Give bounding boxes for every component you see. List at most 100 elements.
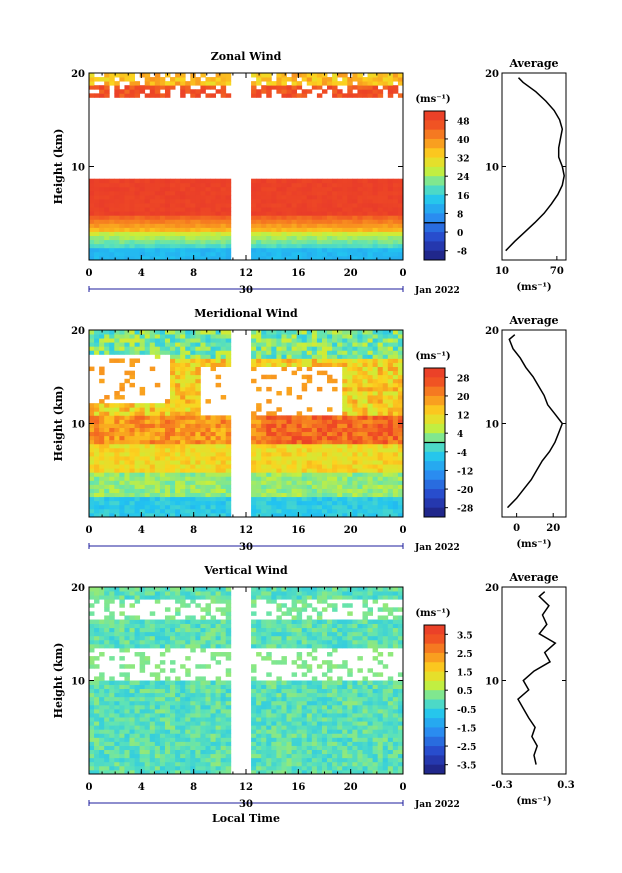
x-tick-label: 8 [190, 525, 197, 536]
colorbar-tick: 8 [457, 210, 463, 220]
x-tick-label: 20 [344, 525, 358, 536]
x-tick-label: 12 [239, 525, 253, 536]
profile-frame [501, 72, 567, 261]
date-suffix: Jan 2022 [414, 286, 460, 296]
colorbar-unit: (ms⁻¹) [415, 608, 450, 619]
profile-y-tick: 10 [485, 420, 499, 431]
colorbar-tick: 24 [457, 173, 470, 183]
x-tick-label: 8 [190, 782, 197, 793]
date-label: 30 [239, 542, 253, 553]
x-tick-label: 0 [86, 782, 93, 793]
x-tick-label: 4 [138, 782, 145, 793]
colorbar-tick: 0.5 [457, 687, 473, 697]
colorbar-tick: 3.5 [457, 631, 473, 641]
profile-line [505, 77, 565, 252]
colorbar-tick: -8 [457, 248, 467, 258]
colorbar-tick: 4 [457, 430, 463, 440]
profile-title: Average [508, 571, 558, 584]
x-tick-label: 0 [400, 268, 407, 279]
colorbar-tick: 28 [457, 374, 470, 384]
profile-frame [501, 329, 567, 518]
x-tick-label: 8 [190, 268, 197, 279]
profile-x-tick: 10 [495, 266, 509, 277]
x-tick-label: 0 [400, 525, 407, 536]
profile-title: Average [508, 57, 558, 70]
colorbar [424, 625, 445, 775]
colorbar-tick: -3.5 [457, 762, 476, 772]
panel-2: Meridional Wind 10 20 Height (km) 0 4 8 12 16 20 0… [52, 307, 567, 553]
profile-y-tick: 10 [485, 163, 499, 174]
x-tick-label: 20 [344, 268, 358, 279]
colorbar-tick: -12 [457, 467, 473, 477]
colorbar-unit: (ms⁻¹) [415, 94, 450, 105]
colorbar-tick: 20 [457, 393, 470, 403]
panel-title: Meridional Wind [194, 307, 298, 320]
colorbar-tick: 1.5 [457, 669, 473, 679]
x-tick-label: 0 [400, 782, 407, 793]
x-tick-label: 16 [291, 268, 305, 279]
y-tick-label: 10 [71, 677, 85, 688]
colorbar-unit: (ms⁻¹) [415, 351, 450, 362]
colorbar-tick: -28 [457, 505, 473, 515]
date-label: 30 [239, 799, 253, 810]
y-tick-label: 20 [71, 69, 85, 80]
panel-title: Vertical Wind [203, 564, 288, 577]
x-tick-label: 20 [344, 782, 358, 793]
profile-x-label: (ms⁻¹) [516, 796, 551, 807]
profile-y-tick: 20 [485, 583, 499, 594]
x-tick-label: 4 [138, 525, 145, 536]
profile-line [517, 591, 557, 765]
y-axis-label: Height (km) [52, 129, 65, 205]
x-tick-label: 12 [239, 268, 253, 279]
profile-x-tick: -0.3 [491, 780, 513, 791]
colorbar-tick: 32 [457, 155, 470, 165]
profile-title: Average [508, 314, 558, 327]
y-tick-label: 20 [71, 326, 85, 337]
y-tick-label: 10 [71, 163, 85, 174]
x-tick-label: 16 [291, 525, 305, 536]
profile-x-label: (ms⁻¹) [516, 282, 551, 293]
heatmap-cells [89, 73, 404, 261]
profile-frame [501, 586, 567, 775]
profile-y-tick: 10 [485, 677, 499, 688]
date-suffix: Jan 2022 [414, 543, 460, 553]
profile-x-tick: 0.3 [557, 780, 574, 791]
colorbar-tick: 16 [457, 192, 470, 202]
profile-x-label: (ms⁻¹) [516, 539, 551, 550]
profile-y-tick: 20 [485, 69, 499, 80]
panel-3: Vertical Wind 10 20 Height (km) 0 4 8 12 16 20 0 30… [52, 564, 575, 825]
colorbar-tick: -0.5 [457, 706, 476, 716]
colorbar-tick: 40 [457, 136, 470, 146]
date-label: 30 [239, 285, 253, 296]
colorbar-tick: 48 [457, 117, 470, 127]
colorbar-tick: -2.5 [457, 743, 476, 753]
colorbar-tick: -4 [457, 449, 467, 459]
profile-y-tick: 20 [485, 326, 499, 337]
x-axis-label: Local Time [212, 812, 280, 825]
profile-x-tick: 0 [513, 523, 520, 534]
colorbar [424, 111, 445, 261]
date-suffix: Jan 2022 [414, 800, 460, 810]
y-axis-label: Height (km) [52, 386, 65, 462]
profile-x-tick: 20 [546, 523, 560, 534]
colorbar-tick: 12 [457, 412, 470, 422]
colorbar-tick: 0 [457, 229, 463, 239]
colorbar-tick: 2.5 [457, 650, 473, 660]
colorbar-tick: -1.5 [457, 724, 476, 734]
colorbar [424, 368, 445, 518]
heatmap-cells [89, 330, 404, 518]
x-tick-label: 4 [138, 268, 145, 279]
x-tick-label: 0 [86, 525, 93, 536]
profile-x-tick: 70 [550, 266, 564, 277]
x-tick-label: 12 [239, 782, 253, 793]
heatmap-cells [89, 587, 404, 775]
panel-title: Zonal Wind [211, 50, 282, 63]
y-tick-label: 20 [71, 583, 85, 594]
y-axis-label: Height (km) [52, 643, 65, 719]
x-tick-label: 16 [291, 782, 305, 793]
colorbar-tick: -20 [457, 486, 473, 496]
y-tick-label: 10 [71, 420, 85, 431]
profile-line [506, 334, 564, 509]
